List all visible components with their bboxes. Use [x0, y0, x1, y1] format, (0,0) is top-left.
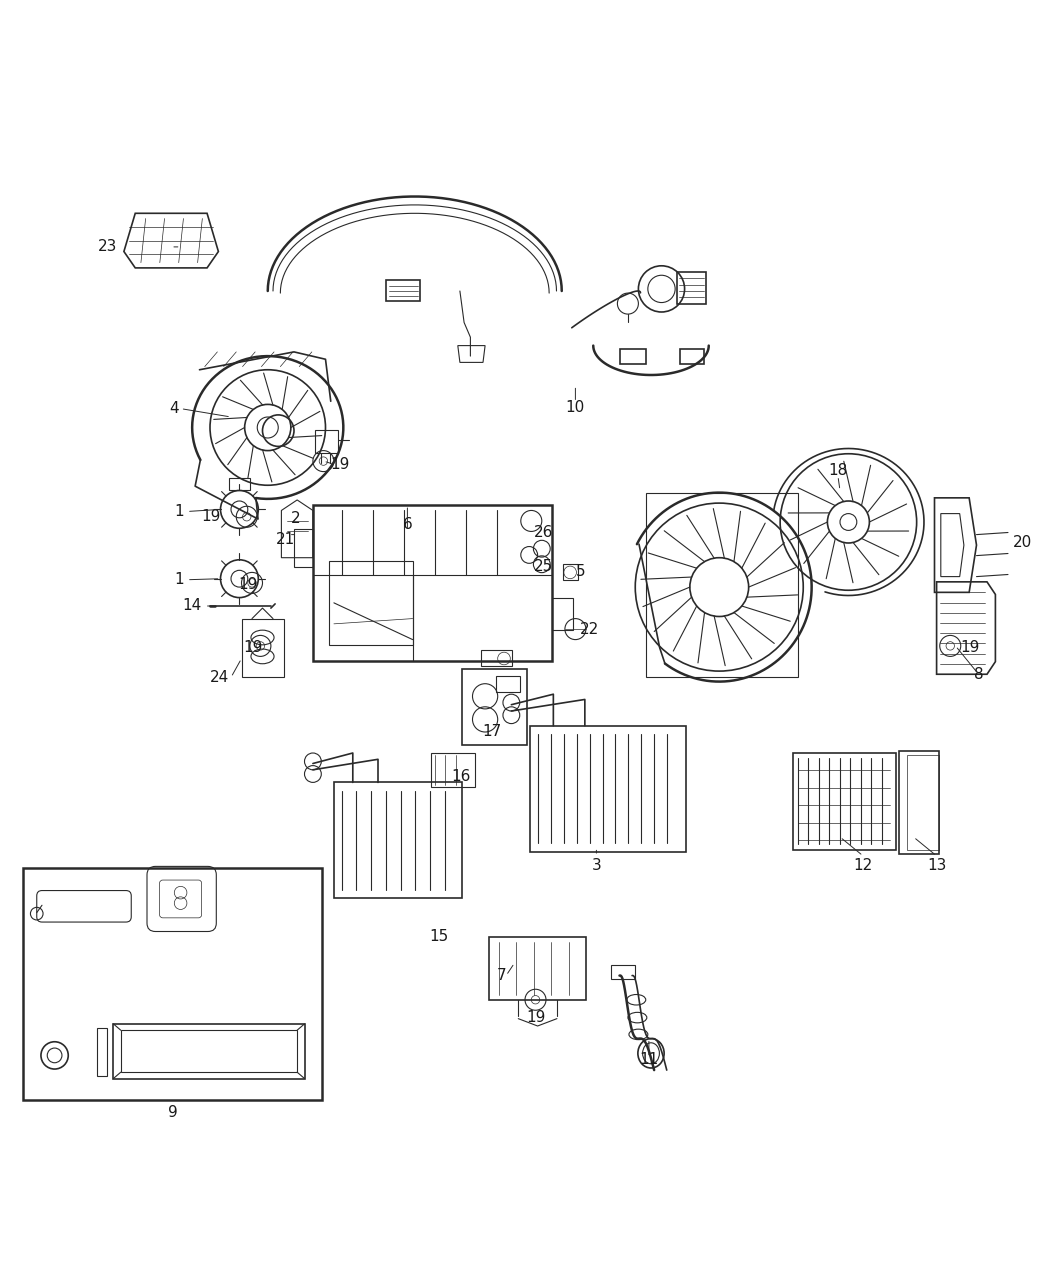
Text: 24: 24: [210, 669, 229, 685]
Text: 16: 16: [452, 769, 470, 784]
Text: 1: 1: [174, 572, 184, 588]
Polygon shape: [462, 669, 527, 745]
Text: 20: 20: [1013, 536, 1032, 551]
Text: 26: 26: [533, 525, 552, 541]
Text: 11: 11: [639, 1052, 658, 1067]
Text: 13: 13: [927, 858, 946, 873]
Text: 10: 10: [566, 400, 585, 416]
Text: 19: 19: [961, 640, 980, 655]
Text: 23: 23: [99, 240, 118, 255]
Text: 3: 3: [591, 858, 602, 873]
Text: 15: 15: [429, 929, 448, 945]
Text: 19: 19: [526, 1010, 545, 1025]
Text: 7: 7: [497, 968, 506, 983]
Text: 9: 9: [168, 1104, 178, 1119]
Text: 22: 22: [580, 622, 598, 636]
Text: 4: 4: [169, 402, 179, 416]
Text: 12: 12: [854, 858, 873, 873]
Text: 19: 19: [202, 509, 220, 524]
Text: 18: 18: [828, 463, 847, 478]
Text: 25: 25: [533, 558, 552, 574]
Text: 2: 2: [291, 511, 301, 527]
Text: 1: 1: [174, 504, 184, 519]
Text: 19: 19: [238, 578, 257, 593]
Text: 17: 17: [483, 724, 502, 740]
Text: 19: 19: [331, 456, 350, 472]
Text: 6: 6: [402, 518, 413, 533]
Text: 14: 14: [183, 598, 202, 613]
Text: 8: 8: [973, 667, 984, 682]
Text: 5: 5: [575, 564, 585, 579]
Text: 21: 21: [276, 533, 295, 547]
Text: 19: 19: [244, 640, 262, 655]
